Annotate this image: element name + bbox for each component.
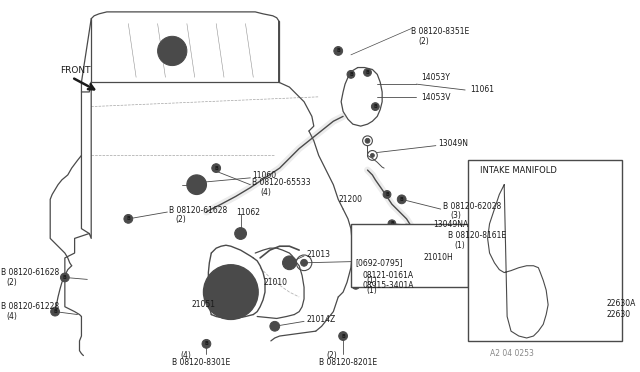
Text: (2): (2)	[326, 351, 337, 360]
Circle shape	[402, 224, 411, 233]
Text: W: W	[353, 283, 358, 288]
Text: B: B	[349, 72, 353, 77]
Text: B: B	[390, 221, 394, 226]
Text: B: B	[53, 309, 57, 314]
Circle shape	[365, 138, 370, 143]
Text: 11061: 11061	[470, 86, 494, 94]
Text: 13049NA: 13049NA	[433, 220, 468, 229]
Circle shape	[157, 36, 187, 65]
Text: B: B	[214, 166, 218, 171]
Circle shape	[397, 195, 406, 204]
Text: INTAKE MANIFOLD: INTAKE MANIFOLD	[480, 166, 557, 174]
Text: (2): (2)	[6, 278, 17, 287]
Circle shape	[51, 307, 60, 316]
Circle shape	[187, 175, 207, 195]
Circle shape	[388, 220, 396, 228]
Text: B 08120-8351E: B 08120-8351E	[412, 27, 470, 36]
Text: B 08120-8301E: B 08120-8301E	[172, 358, 230, 367]
Circle shape	[301, 259, 307, 266]
Text: (2): (2)	[175, 215, 186, 224]
Text: B 08120-62028: B 08120-62028	[443, 202, 501, 211]
Circle shape	[283, 256, 296, 270]
Text: 14053V: 14053V	[421, 93, 451, 102]
Circle shape	[371, 103, 380, 110]
Text: B: B	[337, 48, 340, 54]
Circle shape	[383, 190, 391, 198]
Circle shape	[124, 215, 132, 223]
Text: FRONT: FRONT	[60, 66, 90, 75]
Circle shape	[371, 154, 374, 157]
Circle shape	[202, 339, 211, 348]
Text: 22630: 22630	[607, 310, 631, 319]
Text: A2 04 0253: A2 04 0253	[490, 349, 533, 358]
Bar	[468, 160, 622, 341]
Text: 21014Z: 21014Z	[306, 315, 335, 324]
Text: B: B	[341, 334, 345, 339]
Text: 21013: 21013	[306, 250, 330, 259]
Text: (4): (4)	[180, 351, 191, 360]
Text: 22630A: 22630A	[607, 299, 636, 308]
Text: (1): (1)	[367, 276, 378, 285]
Circle shape	[347, 70, 355, 78]
Text: 14053Y: 14053Y	[421, 73, 450, 82]
Text: B 08120-61228: B 08120-61228	[1, 302, 60, 311]
Text: 11060: 11060	[252, 171, 276, 180]
Text: 21010: 21010	[263, 278, 287, 287]
Circle shape	[204, 265, 258, 320]
Text: (3): (3)	[451, 211, 461, 221]
Text: 08121-0161A: 08121-0161A	[363, 271, 413, 280]
Text: 21200: 21200	[338, 195, 362, 204]
Circle shape	[534, 293, 538, 297]
Text: (4): (4)	[260, 188, 271, 197]
Text: B 08120-61628: B 08120-61628	[1, 268, 60, 277]
Circle shape	[272, 324, 277, 329]
Text: B: B	[385, 192, 389, 197]
Circle shape	[525, 308, 532, 315]
Bar	[351, 224, 468, 287]
Text: B 08120-8161E: B 08120-8161E	[447, 231, 506, 240]
Text: (2): (2)	[419, 37, 429, 46]
Circle shape	[238, 231, 243, 236]
Text: (4): (4)	[6, 312, 17, 321]
Text: 21010H: 21010H	[423, 253, 453, 262]
Text: 21051: 21051	[192, 300, 216, 309]
Circle shape	[352, 281, 360, 289]
Text: [0692-0795]: [0692-0795]	[356, 258, 403, 267]
Circle shape	[339, 331, 348, 340]
Circle shape	[334, 46, 342, 55]
Text: B 08120-8201E: B 08120-8201E	[319, 358, 377, 367]
Text: (1): (1)	[454, 241, 465, 250]
Text: 08915-3401A: 08915-3401A	[363, 281, 414, 290]
Text: B: B	[400, 197, 404, 202]
Text: B: B	[354, 273, 358, 278]
Circle shape	[235, 228, 246, 239]
Circle shape	[352, 272, 360, 279]
Text: (1): (1)	[367, 286, 378, 295]
Text: B 08120-61628: B 08120-61628	[170, 206, 228, 215]
Circle shape	[212, 164, 221, 173]
Text: B: B	[63, 275, 67, 280]
Text: B: B	[127, 217, 130, 221]
Text: B: B	[365, 70, 369, 75]
Text: 11062: 11062	[236, 208, 260, 217]
Text: B 08120-65533: B 08120-65533	[252, 178, 311, 187]
Text: 13049N: 13049N	[438, 139, 468, 148]
Circle shape	[270, 321, 280, 331]
Text: B: B	[374, 104, 377, 109]
Circle shape	[532, 290, 541, 300]
Circle shape	[60, 273, 69, 282]
Text: B: B	[404, 226, 408, 231]
Circle shape	[364, 68, 371, 76]
Text: B: B	[205, 341, 208, 346]
Circle shape	[371, 234, 374, 238]
